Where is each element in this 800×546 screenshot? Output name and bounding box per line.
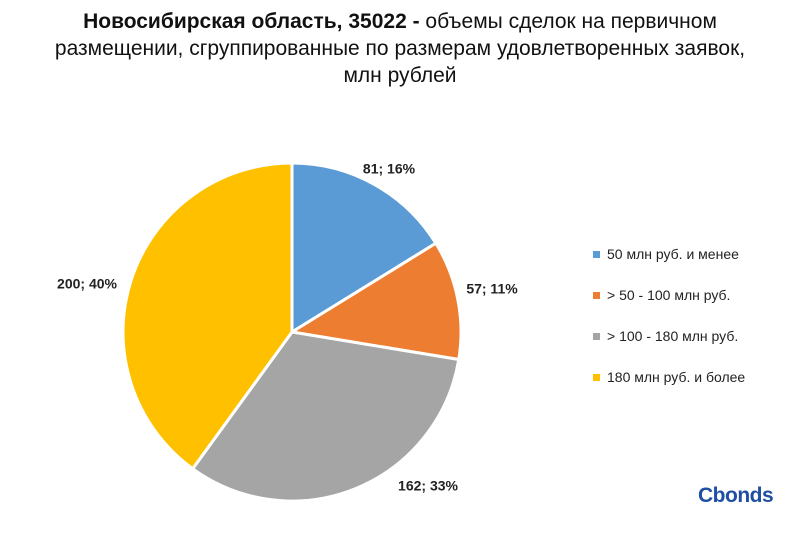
legend-label: > 50 - 100 млн руб. [607,287,731,303]
legend-label: 50 млн руб. и менее [607,246,739,262]
slice-data-label: 200; 40% [57,276,117,292]
pie-slice [191,330,461,503]
chart-title-bold: Новосибирская область, 35022 - [83,10,420,33]
pie-slice [121,161,294,471]
legend-item: > 100 - 180 млн руб. [593,326,745,346]
legend-swatch [593,250,600,258]
slice-data-label: 57; 11% [466,281,518,297]
slice-data-label: 162; 33% [398,478,458,494]
legend-label: 180 млн руб. и более [607,369,746,385]
legend: 50 млн руб. и менее > 50 - 100 млн руб. … [593,244,745,408]
legend-label: > 100 - 180 млн руб. [607,328,739,344]
legend-swatch [593,373,600,381]
pie-slice [290,241,463,361]
legend-item: 180 млн руб. и более [593,367,745,387]
chart-title: Новосибирская область, 35022 - объемы сд… [40,8,760,89]
cbonds-logo: Cbonds [698,484,774,507]
legend-swatch [593,291,600,299]
chart-title-rest: объемы сделок на первичном размещении, с… [54,10,746,87]
slice-data-label: 81; 16% [363,161,416,177]
legend-item: 50 млн руб. и менее [593,244,745,264]
pie-slice [290,161,438,334]
legend-swatch [593,332,600,340]
legend-item: > 50 - 100 млн руб. [593,285,745,305]
